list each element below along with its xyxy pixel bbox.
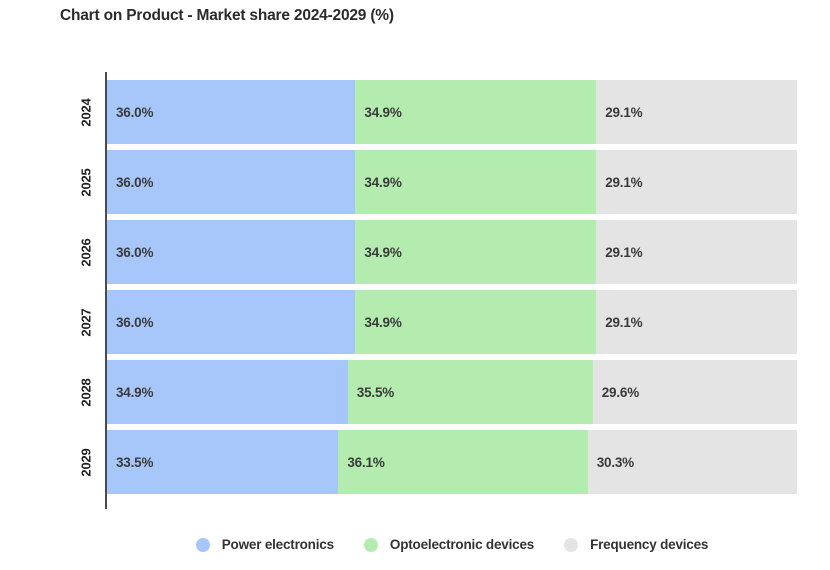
bar-segment-optoelectronic-devices-2029: 36.1% (338, 430, 588, 494)
y-axis-label-2026: 2026 (70, 220, 102, 284)
y-axis-label-text: 2026 (78, 237, 94, 267)
legend-label: Optoelectronic devices (389, 537, 535, 552)
chart-title: Chart on Product - Market share 2024-202… (60, 7, 394, 24)
legend-dot-icon (195, 537, 210, 552)
bar-segment-frequency-devices-2025: 29.1% (596, 150, 797, 214)
legend-label: Power electronics (221, 537, 334, 552)
segment-value-label: 36.0% (116, 314, 154, 330)
segment-value-label: 36.1% (347, 454, 385, 470)
bar-row-2026: 36.0% 34.9% 29.1% (107, 220, 797, 284)
bar-segment-frequency-devices-2029: 30.3% (587, 430, 797, 494)
bar-segment-optoelectronic-devices-2024: 34.9% (355, 80, 597, 144)
bar-segment-power-electronics-2028: 34.9% (107, 360, 348, 424)
segment-value-label: 33.5% (116, 454, 154, 470)
segment-value-label: 34.9% (116, 384, 154, 400)
segment-value-label: 34.9% (364, 104, 402, 120)
y-axis-label-2028: 2028 (70, 360, 102, 424)
bar-row-2028: 34.9% 35.5% 29.6% (107, 360, 797, 424)
bar-row-2025: 36.0% 34.9% 29.1% (107, 150, 797, 214)
segment-value-label: 29.1% (605, 174, 643, 190)
segment-value-label: 29.1% (605, 314, 643, 330)
bar-segment-optoelectronic-devices-2025: 34.9% (355, 150, 597, 214)
segment-value-label: 34.9% (364, 174, 402, 190)
bar-segment-power-electronics-2025: 36.0% (107, 150, 356, 214)
y-axis-label-2024: 2024 (70, 80, 102, 144)
y-axis-label-2027: 2027 (70, 290, 102, 354)
bar-segment-power-electronics-2029: 33.5% (107, 430, 339, 494)
segment-value-label: 29.6% (601, 384, 640, 400)
legend-dot-icon (564, 537, 579, 552)
segment-value-label: 30.3% (596, 454, 634, 470)
segment-value-label: 35.5% (356, 384, 395, 400)
legend-label: Frequency devices (590, 537, 709, 552)
y-axis-label-2025: 2025 (70, 150, 102, 214)
y-axis-label-text: 2029 (78, 447, 94, 477)
legend-dot-icon (363, 537, 378, 552)
segment-value-label: 34.9% (364, 244, 402, 260)
segment-value-label: 36.0% (116, 244, 154, 260)
legend-item-power-electronics: Power electronics (195, 537, 334, 552)
y-axis-label-text: 2025 (78, 167, 94, 197)
bar-segment-frequency-devices-2028: 29.6% (592, 360, 797, 424)
bar-segment-optoelectronic-devices-2028: 35.5% (347, 360, 593, 424)
legend-item-optoelectronic-devices: Optoelectronic devices (363, 537, 535, 552)
legend-item-frequency-devices: Frequency devices (564, 537, 708, 552)
bar-segment-frequency-devices-2024: 29.1% (596, 80, 797, 144)
segment-value-label: 29.1% (605, 104, 643, 120)
bar-segment-power-electronics-2024: 36.0% (107, 80, 356, 144)
segment-value-label: 36.0% (116, 174, 154, 190)
segment-value-label: 36.0% (116, 104, 154, 120)
y-axis-label-text: 2028 (78, 377, 94, 407)
bar-segment-power-electronics-2026: 36.0% (107, 220, 356, 284)
y-axis-line (105, 72, 107, 509)
bar-row-2029: 33.5% 36.1% 30.3% (107, 430, 797, 494)
plot-area: 36.0% 34.9% 29.1% 36.0% 34.9% 29.1% 36.0% 34.9%… (107, 80, 797, 500)
legend: Power electronics Optoelectronic devices F… (107, 537, 797, 552)
y-axis-label-text: 2027 (78, 307, 94, 337)
segment-value-label: 29.1% (605, 244, 643, 260)
bar-segment-power-electronics-2027: 36.0% (107, 290, 356, 354)
bar-segment-frequency-devices-2026: 29.1% (596, 220, 797, 284)
bar-row-2024: 36.0% 34.9% 29.1% (107, 80, 797, 144)
bar-segment-frequency-devices-2027: 29.1% (596, 290, 797, 354)
y-axis-label-text: 2024 (78, 97, 94, 127)
y-axis-label-2029: 2029 (70, 430, 102, 494)
bar-row-2027: 36.0% 34.9% 29.1% (107, 290, 797, 354)
segment-value-label: 34.9% (364, 314, 402, 330)
bar-segment-optoelectronic-devices-2026: 34.9% (355, 220, 597, 284)
bar-segment-optoelectronic-devices-2027: 34.9% (355, 290, 597, 354)
